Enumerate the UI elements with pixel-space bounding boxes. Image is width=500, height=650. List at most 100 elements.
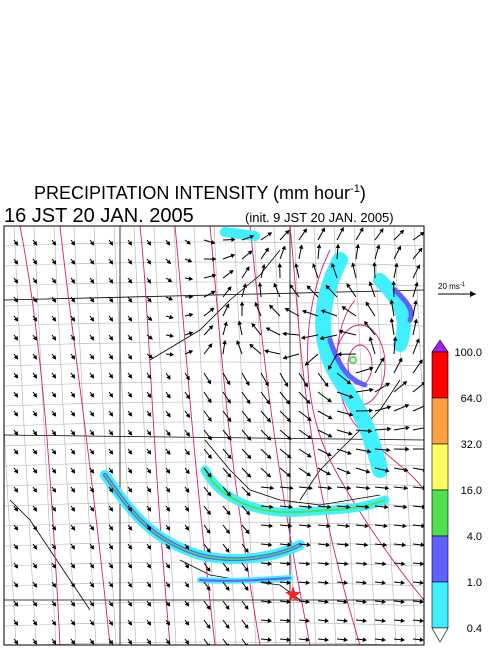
wind-arrow-head [89, 639, 95, 645]
colorbar-triangle-bottom [431, 627, 449, 643]
colorbar-segment [431, 535, 449, 583]
wind-arrow-head [206, 548, 211, 553]
wind-arrow-head [89, 620, 95, 626]
wind-arrow-head [423, 425, 424, 427]
wind-arrow-head [226, 510, 231, 516]
wind-arrow-head [108, 468, 114, 474]
wind-arrow-head [389, 317, 395, 323]
wind-arrow-head [207, 435, 212, 441]
wind-arrow-head [184, 506, 190, 512]
wind-arrow-head [306, 453, 312, 458]
meridian [133, 226, 157, 645]
parallel [4, 261, 424, 267]
wind-arrow-head [70, 544, 76, 550]
wind-arrow-head [185, 431, 190, 437]
wind-arrow-head [108, 449, 114, 455]
wind-arrow-head [108, 278, 114, 284]
wind-arrow-head [359, 227, 364, 233]
wind-arrow-head [324, 637, 329, 642]
wind-arrow-head [13, 316, 19, 322]
wind-arrow-head [327, 485, 333, 491]
wind-arrow-head [147, 374, 152, 380]
wind-arrow-head [13, 544, 19, 550]
wind-arrow-head [206, 491, 212, 497]
wind-arrow-head [51, 620, 57, 626]
wind-arrow-head [147, 316, 153, 321]
wind-arrow-head [402, 380, 408, 386]
wind-arrow-head [188, 276, 194, 281]
wind-arrow-head [13, 430, 19, 436]
wind-arrow-head [32, 392, 38, 398]
wind-arrow-head [381, 599, 386, 604]
wind-arrow-head [300, 335, 306, 340]
parallel [4, 401, 424, 407]
wind-arrow-head [51, 297, 57, 303]
colorbar-segment [431, 443, 449, 491]
meridian [293, 226, 317, 645]
wind-arrow-head [89, 240, 95, 246]
wind-arrow-head [257, 282, 263, 287]
parallel [4, 361, 424, 367]
wind-arrow-head [247, 250, 253, 255]
title: PRECIPITATION INTENSITY (mm hour-1) [34, 183, 366, 203]
wind-arrow-head [381, 637, 386, 642]
wind-arrow-head [89, 506, 95, 512]
wind-arrow-head [264, 349, 269, 354]
wind-arrow-head [246, 417, 252, 423]
wind-arrow-head [345, 523, 350, 529]
wind-arrow-head [146, 563, 152, 569]
wind-arrow-head [108, 411, 114, 417]
wind-arrow-head [127, 544, 133, 550]
parallel [4, 541, 424, 547]
wind-arrow-head [89, 373, 95, 379]
wind-arrow-head [230, 253, 236, 259]
wind-arrow-head [301, 309, 307, 315]
wind-arrow-head [405, 425, 410, 431]
wind-arrow-head [89, 601, 95, 607]
wind-arrow-head [188, 312, 194, 318]
wind-arrow-head [419, 637, 424, 642]
wind-arrow-head [420, 542, 424, 548]
low-center [349, 356, 357, 364]
wind-arrow-head [288, 523, 293, 529]
wind-arrow-head [127, 297, 133, 303]
wind-arrow-head [127, 563, 133, 569]
wind-arrow-head [108, 240, 114, 246]
meridian [53, 226, 77, 645]
wind-arrow-head [226, 491, 231, 497]
wind-arrow-head [108, 601, 114, 607]
meridian [193, 226, 217, 645]
wind-arrow-head [70, 297, 76, 303]
wind-arrow-head [229, 269, 234, 275]
wind-arrow-head [207, 417, 212, 422]
wind-arrow-head [209, 307, 215, 313]
wind-arrow-head [341, 306, 347, 311]
wind-arrow-head [146, 487, 152, 493]
wind-arrow-head [327, 452, 332, 457]
wind-arrow-head [286, 435, 292, 441]
wind-arrow-head [398, 357, 403, 363]
wind-arrow-head [206, 586, 211, 591]
wind-arrow-head [385, 382, 391, 387]
wind-arrow-head [165, 620, 171, 626]
wind-arrow-head [368, 428, 373, 434]
wind-arrow-head [289, 284, 294, 289]
wind-arrow-head [108, 525, 114, 531]
wind-arrow-head [404, 404, 410, 409]
wind-arrow-head [51, 240, 57, 246]
wind-arrow-head [384, 504, 389, 510]
wind-arrow-head [32, 316, 38, 322]
vector-scale-head [470, 291, 476, 297]
wind-arrow-head [227, 454, 232, 460]
parallel [4, 621, 424, 627]
wind-arrow [203, 638, 209, 645]
wind-arrow-head [165, 582, 171, 588]
wind-arrow-head [402, 523, 407, 529]
wind-arrow-head [284, 382, 289, 388]
wind-arrow-head [225, 624, 230, 629]
wind-arrow-head [89, 354, 95, 360]
wind-arrow-head [425, 448, 428, 451]
wind-arrow-head [328, 365, 333, 371]
wind-arrow-head [381, 618, 386, 623]
wind-arrow-head [148, 335, 153, 340]
